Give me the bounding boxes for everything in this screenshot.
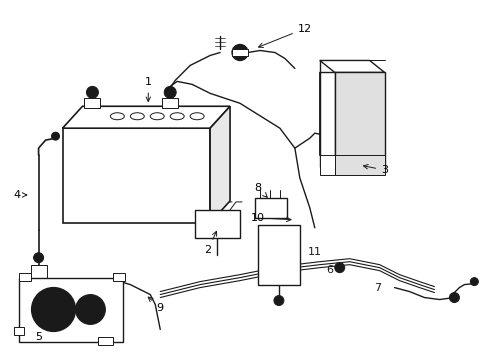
Circle shape bbox=[273, 296, 284, 306]
Ellipse shape bbox=[170, 113, 184, 120]
Text: 3: 3 bbox=[363, 165, 387, 175]
Bar bbox=[31, 265, 46, 287]
Circle shape bbox=[469, 278, 477, 285]
Ellipse shape bbox=[130, 113, 144, 120]
Bar bbox=[319, 155, 334, 175]
Text: 2: 2 bbox=[204, 231, 216, 255]
Bar bbox=[19, 278, 123, 342]
Bar bbox=[195, 210, 240, 238]
Bar bbox=[254, 198, 286, 218]
Circle shape bbox=[32, 288, 75, 332]
Bar bbox=[258, 225, 299, 285]
Ellipse shape bbox=[190, 113, 203, 120]
Text: 5: 5 bbox=[35, 320, 53, 342]
Polygon shape bbox=[334, 72, 384, 167]
Polygon shape bbox=[319, 60, 384, 72]
Bar bbox=[19, 273, 31, 280]
Circle shape bbox=[334, 263, 344, 273]
Circle shape bbox=[164, 86, 176, 98]
Bar bbox=[334, 155, 384, 175]
Circle shape bbox=[232, 45, 247, 60]
Text: 1: 1 bbox=[144, 77, 151, 102]
Text: 10: 10 bbox=[250, 213, 290, 223]
Bar bbox=[113, 273, 125, 280]
Circle shape bbox=[86, 86, 98, 98]
Text: 12: 12 bbox=[258, 24, 311, 48]
Text: 6: 6 bbox=[325, 265, 333, 275]
Bar bbox=[84, 98, 100, 108]
Text: 11: 11 bbox=[307, 247, 321, 257]
Circle shape bbox=[51, 132, 60, 140]
Circle shape bbox=[43, 300, 63, 319]
Bar bbox=[14, 328, 23, 336]
Ellipse shape bbox=[110, 113, 124, 120]
Circle shape bbox=[34, 253, 43, 263]
Bar bbox=[62, 128, 210, 223]
Bar bbox=[162, 98, 178, 108]
Text: 9: 9 bbox=[148, 297, 163, 312]
Ellipse shape bbox=[150, 113, 164, 120]
Circle shape bbox=[448, 293, 458, 302]
Polygon shape bbox=[210, 106, 229, 223]
Circle shape bbox=[75, 294, 105, 324]
Text: 8: 8 bbox=[254, 183, 266, 197]
Bar bbox=[319, 72, 334, 167]
Text: 4: 4 bbox=[13, 190, 27, 200]
Bar bbox=[98, 337, 113, 345]
Polygon shape bbox=[62, 106, 229, 128]
Text: 7: 7 bbox=[373, 283, 381, 293]
Bar bbox=[232, 49, 247, 57]
